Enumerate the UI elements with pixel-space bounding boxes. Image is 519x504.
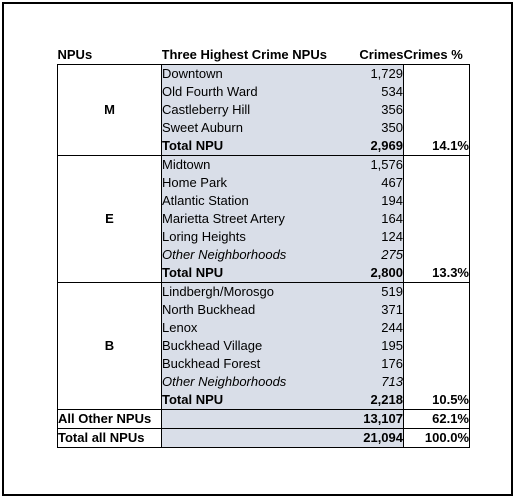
summary-row-other: All Other NPUs 13,107 62.1%: [57, 409, 470, 429]
total-label: Total NPU: [161, 264, 336, 283]
header-npus: NPUs: [57, 47, 93, 62]
table-row: Sweet Auburn 350: [58, 119, 470, 137]
table-row: M Downtown 1,729: [57, 64, 470, 156]
total-pct: 14.1%: [403, 137, 470, 156]
neighborhood-name: Home Park: [161, 174, 336, 192]
table-row: B Lindbergh/Morosgo 519: [57, 282, 470, 410]
summary-label: All Other NPUs: [57, 409, 162, 429]
table-row: North Buckhead 371: [58, 301, 470, 319]
npu-label: B: [57, 282, 162, 410]
table-row: Other Neighborhoods 713: [58, 373, 470, 391]
crime-count: 176: [335, 355, 404, 373]
neighborhood-name: Sweet Auburn: [161, 119, 336, 137]
neighborhood-name: Lindbergh/Morosgo: [161, 282, 336, 301]
total-pct: 13.3%: [403, 264, 470, 283]
table-row: Castleberry Hill 356: [58, 101, 470, 119]
crime-count: 1,729: [335, 64, 404, 83]
neighborhood-name: Buckhead Forest: [161, 355, 336, 373]
table-row: Other Neighborhoods 275: [58, 246, 470, 264]
pct-blank: [403, 155, 470, 264]
neighborhood-name: Buckhead Village: [161, 337, 336, 355]
total-row: Total NPU 2,218 10.5%: [58, 391, 470, 410]
total-value: 2,800: [335, 264, 404, 283]
crime-count: 519: [335, 282, 404, 301]
neighborhood-name: Loring Heights: [161, 228, 336, 246]
total-label: Total NPU: [161, 137, 336, 156]
crime-count: 1,576: [335, 155, 404, 174]
crime-count: 124: [335, 228, 404, 246]
table-row: Buckhead Forest 176: [58, 355, 470, 373]
spreadsheet-frame: NPUs Three Highest Crime NPUs Crimes Cri…: [2, 2, 513, 496]
summary-blank: [161, 409, 336, 429]
neighborhood-name: Midtown: [161, 155, 336, 174]
crime-count: 275: [335, 246, 404, 264]
crime-count: 371: [335, 301, 404, 319]
summary-pct: 100.0%: [403, 428, 470, 448]
total-value: 2,218: [335, 391, 404, 410]
crime-count: 467: [335, 174, 404, 192]
summary-blank: [161, 428, 336, 448]
neighborhood-name: Atlantic Station: [161, 192, 336, 210]
total-row: Total NPU 2,969 14.1%: [58, 137, 470, 156]
crime-count: 164: [335, 210, 404, 228]
crime-count: 713: [335, 373, 404, 391]
neighborhood-name: Old Fourth Ward: [161, 83, 336, 101]
summary-crimes: 13,107: [335, 409, 404, 429]
npu-label: E: [57, 155, 162, 283]
crime-count: 534: [335, 83, 404, 101]
neighborhood-name: Castleberry Hill: [161, 101, 336, 119]
crime-count: 244: [335, 319, 404, 337]
table-row: Marietta Street Artery 164: [58, 210, 470, 228]
crime-count: 195: [335, 337, 404, 355]
table-row: Home Park 467: [58, 174, 470, 192]
neighborhood-name: Lenox: [161, 319, 336, 337]
pct-blank: [403, 64, 470, 137]
header-names: Three Highest Crime NPUs: [161, 47, 327, 62]
pct-blank: [403, 282, 470, 391]
summary-row-total: Total all NPUs 21,094 100.0%: [57, 428, 470, 448]
neighborhood-name: Other Neighborhoods: [161, 246, 336, 264]
neighborhood-name: Marietta Street Artery: [161, 210, 336, 228]
crime-count: 356: [335, 101, 404, 119]
header-crimes: Crimes: [359, 47, 404, 62]
summary-crimes: 21,094: [335, 428, 404, 448]
header-row: NPUs Three Highest Crime NPUs Crimes Cri…: [58, 45, 470, 65]
neighborhood-name: Downtown: [161, 64, 336, 83]
total-label: Total NPU: [161, 391, 336, 410]
table-row: Atlantic Station 194: [58, 192, 470, 210]
table-row: E Midtown 1,576: [57, 155, 470, 283]
total-value: 2,969: [335, 137, 404, 156]
crime-count: 350: [335, 119, 404, 137]
neighborhood-name: Other Neighborhoods: [161, 373, 336, 391]
table-row: Old Fourth Ward 534: [58, 83, 470, 101]
npu-label: M: [57, 64, 162, 156]
table-row: Buckhead Village 195: [58, 337, 470, 355]
header-crimes-pct: Crimes %: [403, 47, 463, 62]
neighborhood-name: North Buckhead: [161, 301, 336, 319]
summary-pct: 62.1%: [403, 409, 470, 429]
table-row: Lenox 244: [58, 319, 470, 337]
total-pct: 10.5%: [403, 391, 470, 410]
summary-label: Total all NPUs: [57, 428, 162, 448]
table-row: Loring Heights 124: [58, 228, 470, 246]
crime-table: NPUs Three Highest Crime NPUs Crimes Cri…: [57, 45, 470, 448]
crime-count: 194: [335, 192, 404, 210]
